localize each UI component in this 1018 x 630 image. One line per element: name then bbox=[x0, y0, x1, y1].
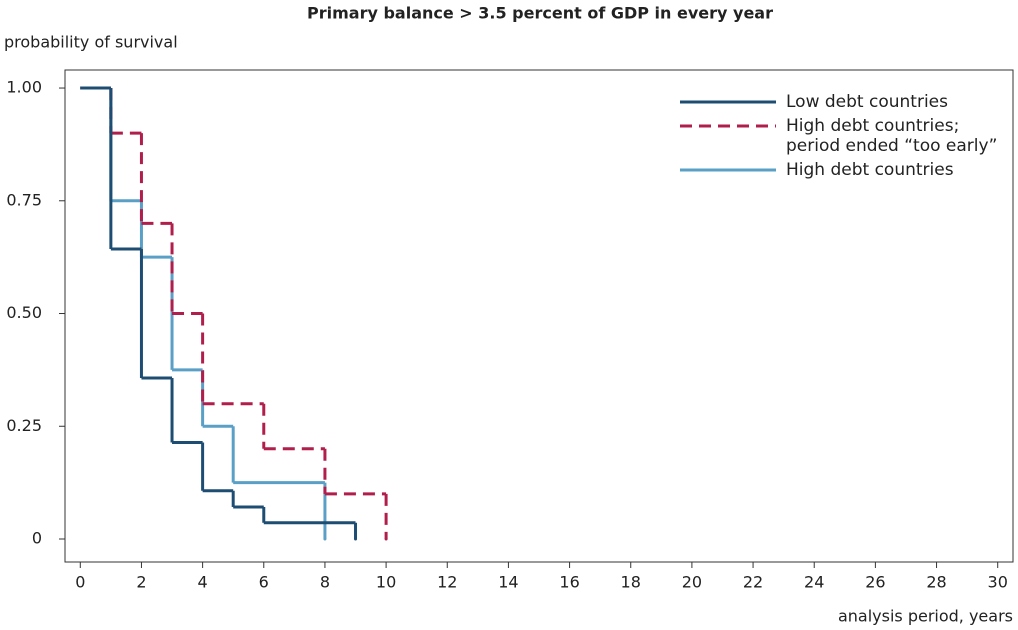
legend-item: Low debt countries bbox=[680, 92, 998, 112]
x-tick-label: 24 bbox=[804, 573, 824, 592]
y-tick-label: 0.75 bbox=[6, 190, 42, 209]
x-tick-label: 14 bbox=[498, 573, 518, 592]
y-tick-label: 0.25 bbox=[6, 416, 42, 435]
legend-swatch bbox=[680, 100, 776, 104]
y-tick-label: 0 bbox=[32, 529, 42, 548]
legend-label: High debt countries; period ended “too e… bbox=[786, 116, 998, 156]
x-tick-label: 26 bbox=[865, 573, 885, 592]
x-tick-label: 22 bbox=[743, 573, 763, 592]
x-tick-label: 6 bbox=[259, 573, 269, 592]
legend-item: High debt countries; period ended “too e… bbox=[680, 116, 998, 156]
y-tick-label: 0.50 bbox=[6, 303, 42, 322]
x-tick-label: 4 bbox=[198, 573, 208, 592]
x-tick-label: 16 bbox=[559, 573, 579, 592]
x-tick-label: 0 bbox=[75, 573, 85, 592]
x-tick-label: 8 bbox=[320, 573, 330, 592]
legend-swatch bbox=[680, 168, 776, 172]
x-tick-label: 30 bbox=[988, 573, 1008, 592]
step-end bbox=[354, 537, 358, 541]
y-tick-label: 1.00 bbox=[6, 78, 42, 97]
x-tick-label: 28 bbox=[926, 573, 946, 592]
x-tick-label: 12 bbox=[437, 573, 457, 592]
legend-label: Low debt countries bbox=[786, 92, 948, 112]
step-end bbox=[323, 537, 327, 541]
chart-title: Primary balance > 3.5 percent of GDP in … bbox=[307, 4, 773, 23]
x-tick-label: 2 bbox=[136, 573, 146, 592]
plot-frame bbox=[64, 69, 1014, 563]
legend: Low debt countries High debt countries; p… bbox=[680, 92, 998, 184]
legend-swatch bbox=[680, 124, 776, 128]
x-axis-label: analysis period, years bbox=[838, 607, 1013, 626]
x-tick-label: 20 bbox=[682, 573, 702, 592]
legend-item: High debt countries bbox=[680, 160, 998, 180]
x-tick-label: 10 bbox=[376, 573, 396, 592]
x-tick-label: 18 bbox=[621, 573, 641, 592]
legend-label: High debt countries bbox=[786, 160, 954, 180]
step-end bbox=[384, 537, 388, 541]
y-axis-label: probability of survival bbox=[4, 33, 178, 52]
